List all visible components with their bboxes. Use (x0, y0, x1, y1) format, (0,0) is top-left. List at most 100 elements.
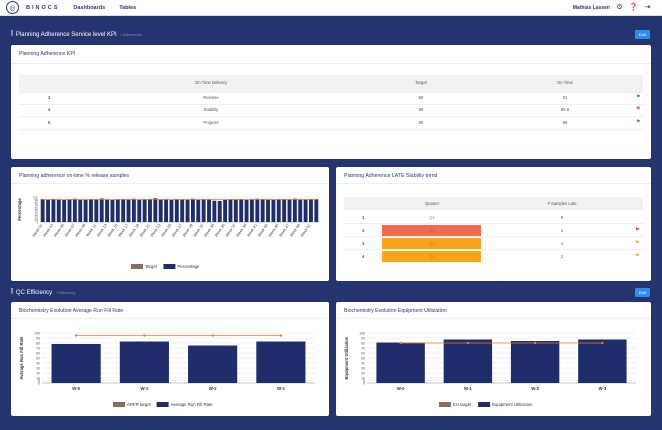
status-cell-orange (382, 251, 481, 262)
y-tick-label: 30 (361, 366, 365, 370)
bar (131, 198, 136, 222)
bar (190, 198, 195, 222)
chart-bars-icon: ⫿ (11, 289, 13, 295)
status-cell-red (382, 225, 481, 236)
y-tick-label: 10 (361, 376, 365, 380)
bar (276, 199, 281, 222)
row-late: 1 (560, 241, 564, 246)
row-id: 3 (362, 241, 365, 246)
x-tick-label: Week 33 (203, 223, 215, 238)
legend-label: EU target (453, 402, 472, 407)
breadcrumb[interactable]: / Adherence (120, 32, 143, 37)
column-header[interactable]: Target (415, 80, 427, 85)
column-header[interactable]: On Time (557, 80, 573, 85)
bar (126, 199, 131, 222)
breadcrumb[interactable]: / Efficiency (56, 290, 76, 295)
edit-button[interactable]: Edit (635, 288, 650, 297)
y-tick-label: 70 (36, 346, 40, 350)
y-tick-label: 60 (36, 351, 40, 355)
section-title: Planning Adherence Service level KPI (15, 31, 117, 38)
brand-name: BINOCS (26, 4, 60, 11)
bar (99, 198, 104, 222)
y-tick-label: 70 (361, 346, 365, 350)
gear-icon[interactable]: ⚙ (616, 4, 623, 11)
release-chart-panel: Planning adherence on-time % release sam… (11, 167, 329, 281)
bar (233, 199, 238, 222)
nav-tables[interactable]: Tables (119, 4, 137, 11)
column-header[interactable]: Quarter (424, 201, 440, 206)
x-tick-label: Week 29 (182, 223, 194, 238)
x-tick-label: Week 49 (289, 223, 301, 238)
y-axis-label: Percentage (17, 198, 22, 221)
kpi-panel: Planning Adherence KPI On Time Delivery … (11, 45, 651, 159)
x-tick-label: W-3 (598, 386, 606, 391)
logout-icon[interactable]: ⇥ (644, 4, 651, 11)
bar (212, 200, 217, 222)
target-point (279, 334, 283, 337)
panel-title: Planning Adherence LATE Stability trend (344, 173, 438, 179)
x-tick-label: Week 09 (75, 223, 87, 238)
x-tick-label: W-0 (397, 386, 405, 391)
bar (250, 199, 254, 222)
bar (169, 200, 174, 222)
nav-dashboards[interactable]: Dashboards (73, 4, 106, 11)
row-late: 0 (560, 215, 564, 220)
y-tick-label: 60 (35, 205, 39, 209)
stability-panel: Planning Adherence LATE Stability trend … (336, 167, 651, 281)
x-tick-label: Week 01 (32, 223, 44, 238)
section-title: QC Efficiency (15, 289, 53, 296)
x-tick-label: Week 17 (118, 223, 130, 238)
y-tick-label: 0 (36, 220, 38, 224)
target-point (466, 341, 470, 345)
y-tick-label: 0 (38, 381, 40, 385)
y-tick-label: 50 (361, 356, 365, 360)
bar (510, 341, 560, 383)
status-cell-orange (382, 238, 481, 249)
bar (282, 199, 287, 222)
row-id: 2 (362, 228, 365, 233)
bar (67, 199, 72, 222)
column-header[interactable]: # Samples Late (547, 201, 577, 206)
bar (188, 345, 238, 383)
panel-title: Planning adherence on-time % release sam… (19, 173, 130, 179)
y-tick-label: 100 (359, 331, 365, 335)
row-id: 3 (48, 95, 51, 100)
x-tick-label: Week 15 (107, 223, 119, 238)
row-ontime: 95.8 (560, 107, 570, 112)
bar (255, 198, 260, 222)
bar (51, 199, 56, 222)
legend-swatch-target (439, 402, 451, 407)
help-icon[interactable]: ❓ (629, 4, 638, 11)
y-tick-label: 20 (36, 371, 40, 375)
row-quarter: Q3 (429, 241, 435, 246)
bar (244, 200, 249, 222)
y-tick-label: 100 (33, 195, 38, 199)
row-quarter: Q1 (429, 215, 435, 220)
row-ontime: 89 (562, 120, 568, 125)
edit-button[interactable]: Edit (635, 30, 650, 39)
legend-swatch-target (113, 402, 125, 407)
bar (121, 199, 126, 222)
y-axis-label: Equipment Utilization (344, 336, 349, 379)
legend-label: Average Run Fill Rate (171, 402, 214, 407)
bar (303, 199, 308, 222)
eu-chart-panel: Biochemistry Evolution Equipment Utiliza… (336, 302, 651, 416)
column-header[interactable]: On Time Delivery (194, 80, 228, 85)
panel-title: Biochemistry Evolution Equipment Utiliza… (344, 308, 447, 314)
bar (578, 339, 627, 383)
bar (137, 199, 142, 222)
legend-swatch-bar (156, 402, 169, 407)
arfr-chart-panel: Biochemistry Evolution Average Run Fill … (11, 302, 329, 416)
target-point (74, 334, 78, 337)
bar (287, 199, 292, 222)
bar (217, 201, 222, 222)
x-tick-label: Week 07 (64, 223, 76, 238)
target-point (601, 341, 604, 345)
row-name: Stability (203, 107, 219, 112)
binocs-logo-icon[interactable]: ◎ (6, 1, 19, 14)
legend-label: Percentage (177, 264, 200, 269)
user-name[interactable]: Mathias Lassen (572, 5, 610, 11)
x-tick-label: Week 43 (257, 223, 269, 238)
